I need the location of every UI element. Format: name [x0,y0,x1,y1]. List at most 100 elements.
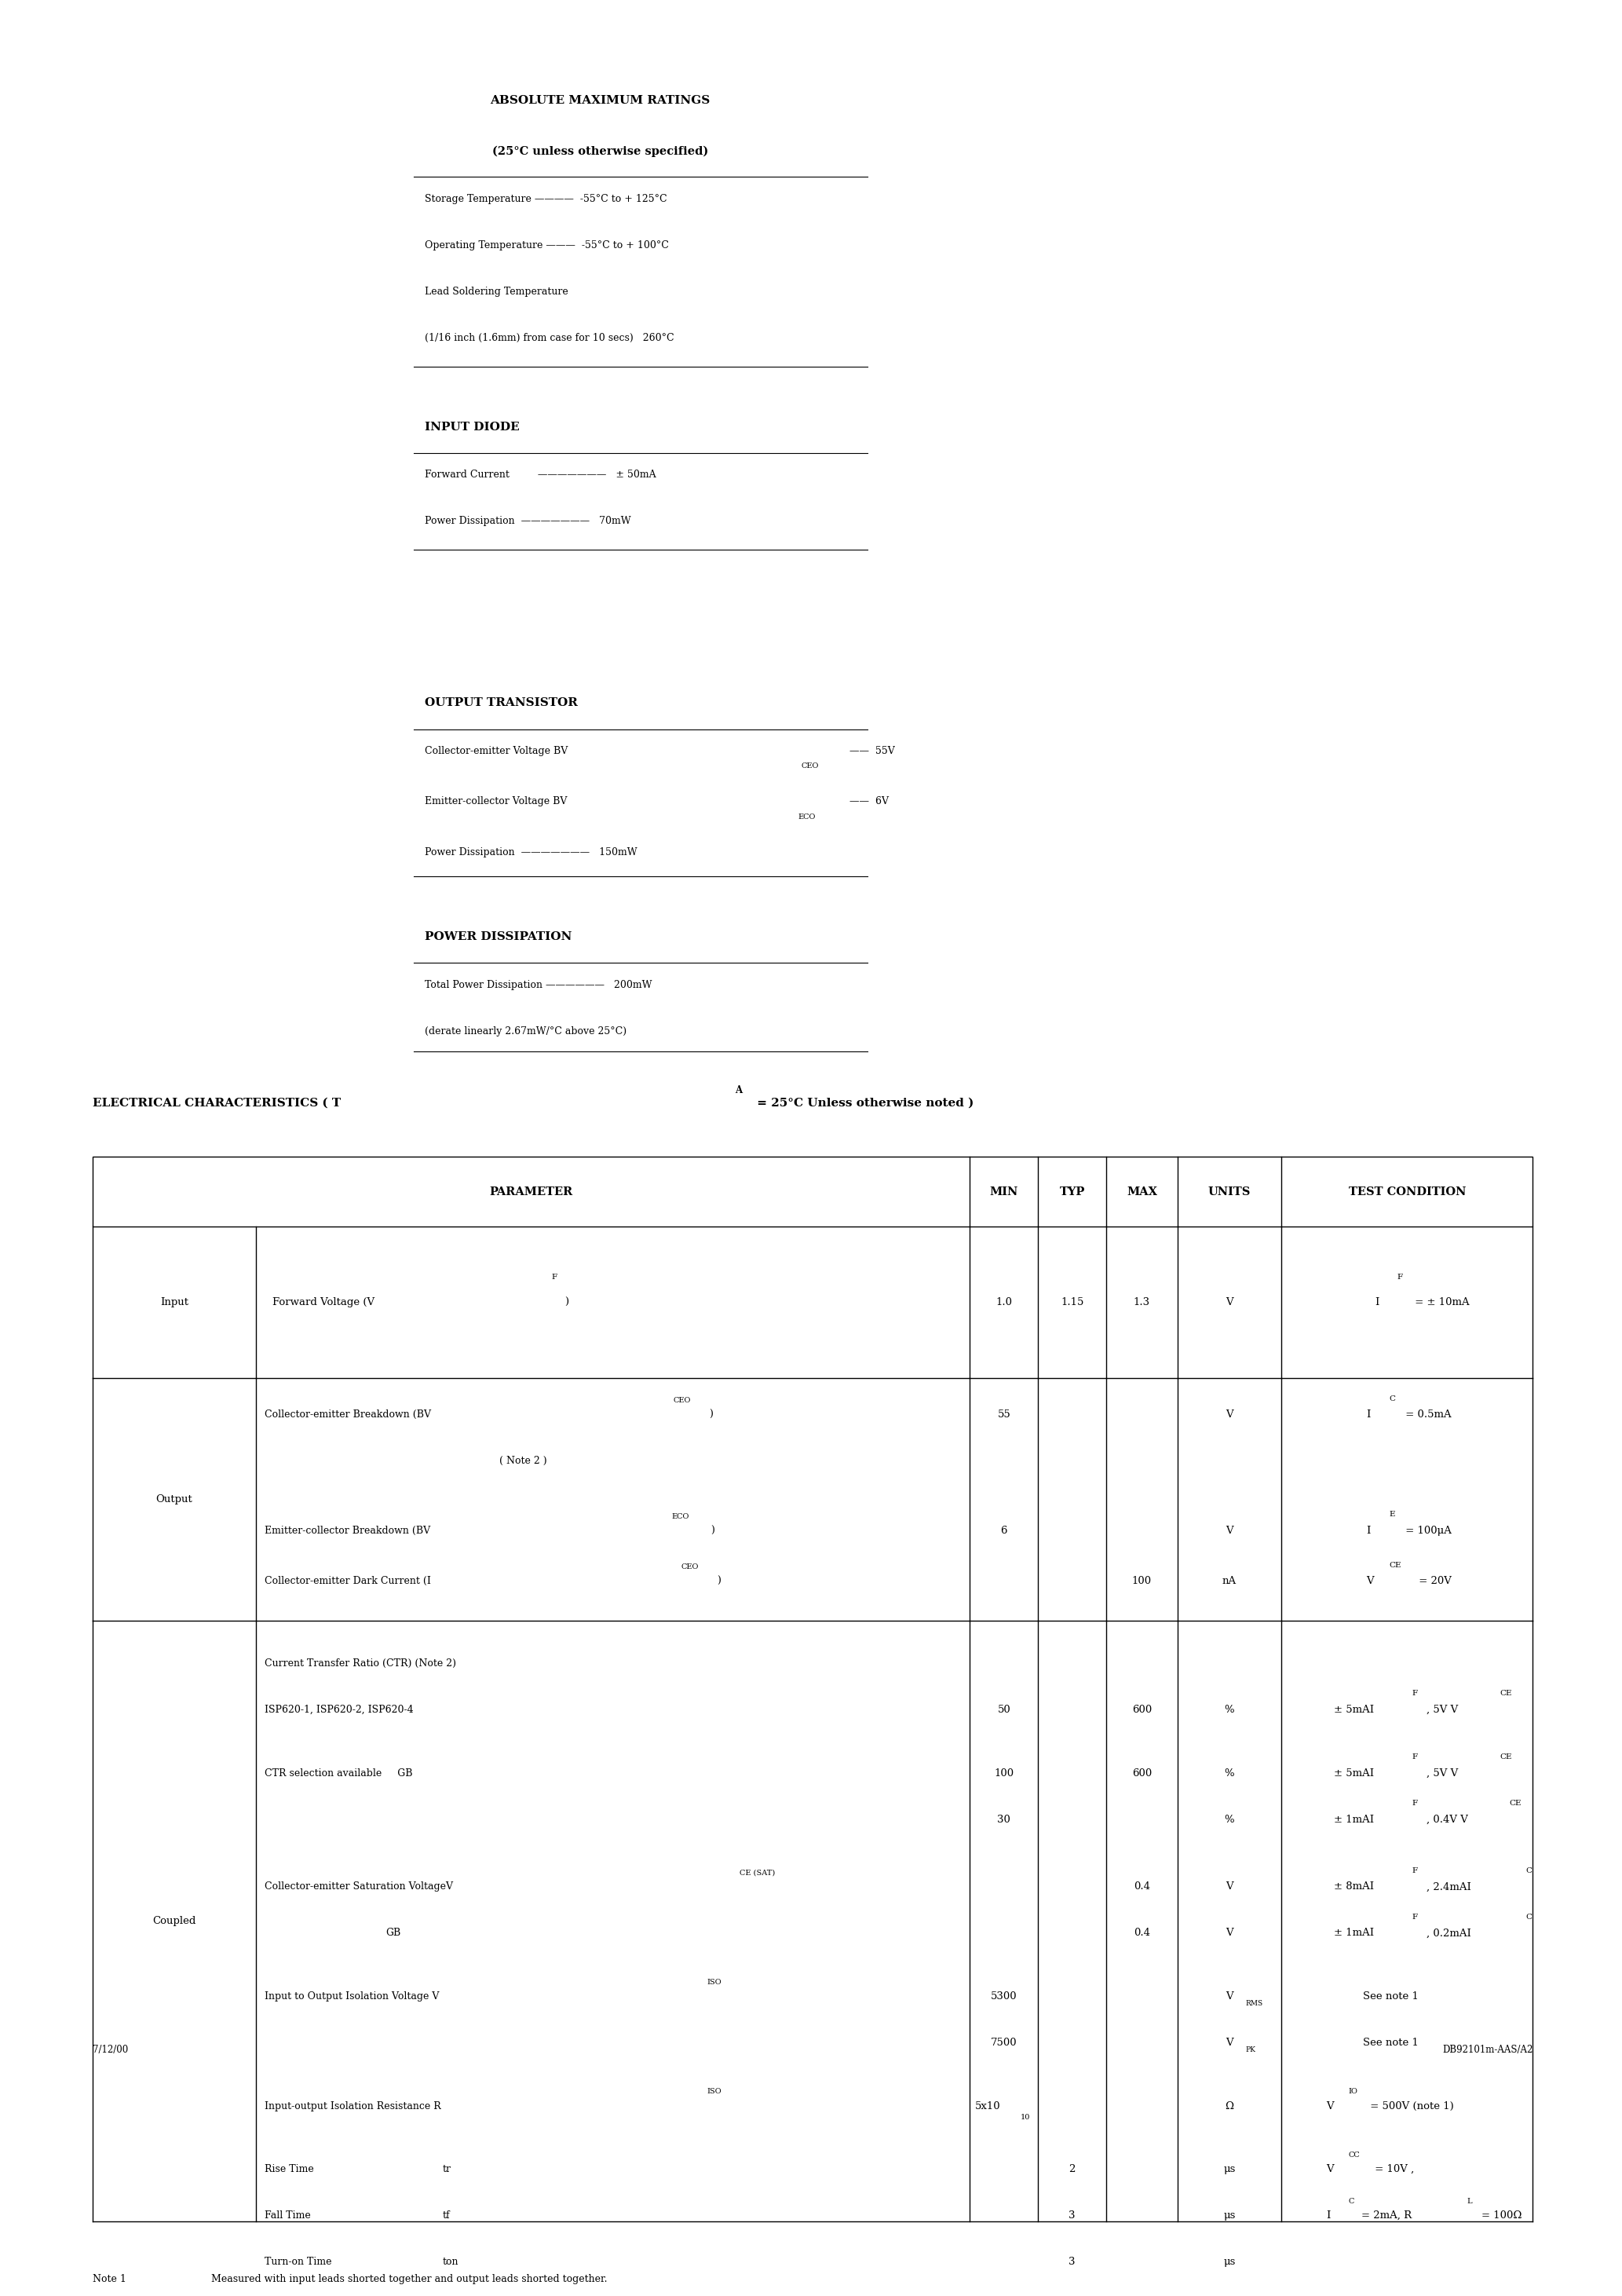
Text: Operating Temperature ———  -55°C to + 100°C: Operating Temperature ——— -55°C to + 100… [425,241,668,250]
Text: ): ) [710,1525,714,1536]
Text: See note 1: See note 1 [1362,2037,1419,2048]
Text: Measured with input leads shorted together and output leads shorted together.: Measured with input leads shorted togeth… [211,2273,607,2285]
Text: V: V [1226,1883,1233,1892]
Text: 100: 100 [994,1768,1014,1777]
Text: Forward Voltage (V: Forward Voltage (V [272,1297,375,1306]
Text: C: C [1350,2197,1354,2204]
Text: 2: 2 [1069,2165,1075,2174]
Text: = 500V (note 1): = 500V (note 1) [1366,2101,1453,2110]
Text: Current Transfer Ratio (CTR) (Note 2): Current Transfer Ratio (CTR) (Note 2) [264,1658,456,1669]
Text: Fall Time: Fall Time [264,2211,310,2220]
Text: RMS: RMS [1246,2000,1264,2007]
Text: Power Dissipation  ———————   150mW: Power Dissipation ——————— 150mW [425,847,637,856]
Text: CEO: CEO [673,1396,691,1405]
Text: ISO: ISO [707,2089,722,2096]
Text: Collector-emitter Voltage BV: Collector-emitter Voltage BV [425,746,568,755]
Text: (derate linearly 2.67mW/°C above 25°C): (derate linearly 2.67mW/°C above 25°C) [425,1026,626,1035]
Text: %: % [1225,1704,1234,1715]
Text: A: A [735,1086,741,1095]
Text: I: I [1375,1297,1379,1306]
Text: Ω: Ω [1225,2101,1234,2110]
Text: Total Power Dissipation ——————   200mW: Total Power Dissipation —————— 200mW [425,980,652,990]
Text: V: V [1366,1577,1374,1587]
Text: 0.4: 0.4 [1134,1929,1150,1938]
Text: UNITS: UNITS [1208,1187,1251,1196]
Text: L: L [1466,2197,1473,2204]
Text: , 0.2mAI: , 0.2mAI [1427,1929,1471,1938]
Text: ——  55V: —— 55V [843,746,895,755]
Text: ± 1mAI: ± 1mAI [1333,1814,1374,1825]
Text: CE: CE [1500,1754,1512,1761]
Text: Collector-emitter Breakdown (BV: Collector-emitter Breakdown (BV [264,1410,431,1419]
Text: 30: 30 [998,1814,1011,1825]
Text: Input to Output Isolation Voltage V: Input to Output Isolation Voltage V [264,1991,440,2002]
Text: C: C [1525,1867,1531,1874]
Text: F: F [1411,1754,1418,1761]
Text: CE: CE [1388,1561,1401,1568]
Text: Storage Temperature ————  -55°C to + 125°C: Storage Temperature ———— -55°C to + 125°… [425,193,667,204]
Text: = 100μA: = 100μA [1401,1525,1452,1536]
Text: 1.15: 1.15 [1061,1297,1083,1306]
Text: , 5V V: , 5V V [1427,1768,1458,1777]
Text: CE (SAT): CE (SAT) [740,1869,775,1876]
Text: (25°C unless otherwise specified): (25°C unless otherwise specified) [491,145,709,156]
Text: CC: CC [1350,2151,1361,2158]
Text: ECO: ECO [798,813,816,820]
Text: Input: Input [161,1297,188,1306]
Text: MAX: MAX [1127,1187,1156,1196]
Text: μs: μs [1223,2165,1236,2174]
Text: POWER DISSIPATION: POWER DISSIPATION [425,932,573,941]
Text: V: V [1226,2037,1233,2048]
Text: TYP: TYP [1059,1187,1085,1196]
Text: 55: 55 [998,1410,1011,1419]
Text: Rise Time: Rise Time [264,2165,313,2174]
Text: 1.0: 1.0 [996,1297,1012,1306]
Text: ): ) [564,1297,568,1306]
Text: (1/16 inch (1.6mm) from case for 10 secs)   260°C: (1/16 inch (1.6mm) from case for 10 secs… [425,333,675,342]
Text: , 0.4V V: , 0.4V V [1427,1814,1468,1825]
Text: 7500: 7500 [991,2037,1017,2048]
Text: μs: μs [1223,2257,1236,2266]
Text: Collector-emitter Saturation VoltageV: Collector-emitter Saturation VoltageV [264,1883,453,1892]
Text: 3: 3 [1069,2257,1075,2266]
Text: 1.3: 1.3 [1134,1297,1150,1306]
Text: V: V [1226,1525,1233,1536]
Text: 100: 100 [1132,1577,1152,1587]
Text: V: V [1325,2165,1333,2174]
Text: ): ) [717,1577,720,1587]
Text: Collector-emitter Dark Current (I: Collector-emitter Dark Current (I [264,1577,431,1587]
Bar [92,1157,1533,1226]
Text: nA: nA [1223,1577,1236,1587]
Text: = 10V ,: = 10V , [1371,2165,1414,2174]
Text: 7/12/00: 7/12/00 [92,2043,128,2055]
Text: F: F [1398,1274,1403,1281]
Text: 3: 3 [1069,2211,1075,2220]
Text: = 2mA, R: = 2mA, R [1362,2211,1413,2220]
Text: ABSOLUTE MAXIMUM RATINGS: ABSOLUTE MAXIMUM RATINGS [490,94,710,106]
Text: ): ) [709,1410,712,1419]
Text: = 0.5mA: = 0.5mA [1401,1410,1452,1419]
Text: Note 1: Note 1 [92,2273,127,2285]
Text: V: V [1325,2101,1333,2110]
Text: I: I [1325,2211,1330,2220]
Text: Turn-on Time: Turn-on Time [264,2257,331,2266]
Text: F: F [1411,1800,1418,1807]
Text: CE: CE [1500,1690,1512,1697]
Text: Input-output Isolation Resistance R: Input-output Isolation Resistance R [264,2101,441,2110]
Text: 600: 600 [1132,1768,1152,1777]
Text: PARAMETER: PARAMETER [490,1187,573,1196]
Text: ± 8mAI: ± 8mAI [1333,1883,1374,1892]
Text: V: V [1226,1991,1233,2002]
Text: OUTPUT TRANSISTOR: OUTPUT TRANSISTOR [425,698,577,709]
Text: V: V [1226,1929,1233,1938]
Text: ( Note 2 ): ( Note 2 ) [500,1456,547,1467]
Text: 600: 600 [1132,1704,1152,1715]
Text: %: % [1225,1768,1234,1777]
Text: CTR selection available     GB: CTR selection available GB [264,1768,412,1777]
Text: Coupled: Coupled [152,1915,196,1926]
Text: V: V [1226,1297,1233,1306]
Text: INPUT DIODE: INPUT DIODE [425,422,519,432]
Text: F: F [551,1274,556,1281]
Text: Lead Soldering Temperature: Lead Soldering Temperature [425,287,568,296]
Text: = 20V: = 20V [1414,1577,1452,1587]
